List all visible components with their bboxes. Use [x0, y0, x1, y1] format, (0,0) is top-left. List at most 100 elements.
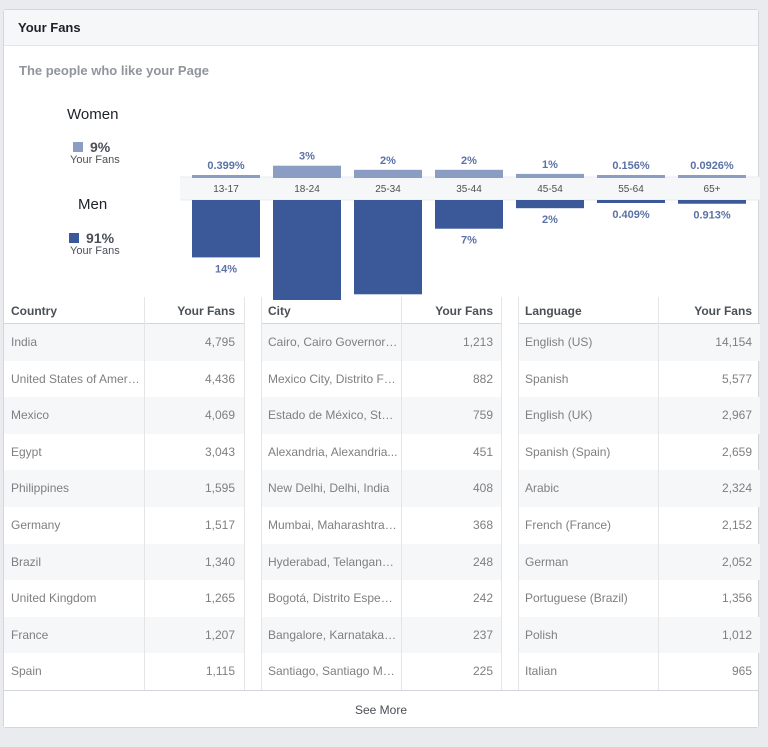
panel-subtitle: The people who like your Page	[19, 63, 209, 78]
age-tick-label-65+: 65+	[704, 184, 721, 195]
your-fans-panel: Your Fans The people who like your Page …	[3, 9, 760, 728]
city-table: Cairo, Cairo Governora... 1,213 Mexico Cit…	[261, 297, 502, 691]
country-fans-cell: 1,595	[204, 481, 235, 496]
women-value-label-45-54: 1%	[542, 159, 558, 171]
men-bar-18-24	[273, 200, 341, 300]
men-value-label-45-54: 2%	[542, 214, 558, 226]
women-bar-35-44	[435, 169, 503, 178]
men-label: Men	[78, 196, 108, 213]
table-row[interactable]: Polish 1,012	[518, 616, 760, 654]
city-name-cell: Mumbai, Maharashtra, ...	[268, 518, 398, 532]
age-tick-label-35-44: 35-44	[456, 184, 482, 195]
city-name-cell: Alexandria, Alexandria...	[268, 444, 398, 459]
city-fans-cell: 451	[472, 444, 493, 459]
language-fans-cell: 965	[731, 664, 752, 679]
table-row[interactable]: Hyderabad, Telangana... 248	[261, 543, 502, 581]
country-fans-cell: 1,207	[204, 627, 235, 642]
column-divider	[401, 297, 402, 691]
women-bar-13-17	[192, 175, 260, 178]
table-row[interactable]: Egypt 3,043	[4, 434, 245, 471]
country-name-cell: Spain	[11, 664, 42, 679]
table-divider	[501, 297, 502, 691]
table-row[interactable]: India 4,795	[4, 324, 245, 361]
women-percent: 9%	[90, 139, 111, 155]
men-bar-35-44	[435, 200, 503, 229]
table-row[interactable]: United Kingdom 1,265	[4, 580, 245, 617]
table-row[interactable]: Mexico 4,069	[4, 397, 245, 434]
table-row[interactable]: Cairo, Cairo Governora... 1,213	[261, 324, 502, 361]
table-row[interactable]: United States of America 4,436	[4, 361, 245, 398]
city-name-cell: Bangalore, Karnataka, ...	[268, 627, 398, 642]
city-column-header[interactable]: City	[268, 304, 291, 318]
city-name-cell: Mexico City, Distrito Fe...	[268, 371, 398, 386]
country-fans-cell: 1,517	[204, 518, 235, 532]
women-sub-label: Your Fans	[70, 154, 120, 166]
table-row[interactable]: Philippines 1,595	[4, 470, 245, 507]
table-row[interactable]: English (US) 14,154	[518, 324, 760, 361]
women-bar-25-34	[354, 169, 422, 178]
table-row[interactable]: Spanish 5,577	[518, 361, 760, 398]
language-fans-column-header[interactable]: Your Fans	[694, 304, 752, 318]
panel-title: Your Fans	[18, 20, 81, 35]
table-row[interactable]: Mexico City, Distrito Fe... 882	[261, 361, 502, 398]
women-value-label-35-44: 2%	[461, 155, 477, 167]
table-row[interactable]: Italian 965	[518, 653, 760, 690]
country-name-cell: Philippines	[11, 481, 70, 496]
table-row[interactable]: Spain 1,115	[4, 653, 245, 690]
country-table-header: Country Your Fans	[4, 297, 245, 324]
women-bar-65+	[678, 175, 746, 178]
country-fans-cell: 4,436	[204, 371, 235, 386]
men-bar-55-64	[597, 200, 665, 203]
city-fans-cell: 759	[472, 408, 493, 423]
city-table-header: City Your Fans	[261, 297, 502, 324]
table-row[interactable]: Portuguese (Brazil) 1,356	[518, 580, 760, 617]
table-row[interactable]: Estado de México, Stat... 759	[261, 397, 502, 434]
table-row[interactable]: French (France) 2,152	[518, 507, 760, 544]
men-value-label-13-17: 14%	[215, 263, 237, 275]
city-name-cell: New Delhi, Delhi, India	[268, 481, 390, 496]
men-bar-25-34	[354, 200, 422, 295]
table-row[interactable]: Arabic 2,324	[518, 470, 760, 507]
table-row[interactable]: German 2,052	[518, 543, 760, 581]
language-column-header[interactable]: Language	[525, 304, 582, 318]
language-name-cell: Polish	[525, 627, 558, 642]
table-row[interactable]: Bogotá, Distrito Especi... 242	[261, 580, 502, 617]
women-swatch	[73, 142, 83, 152]
language-table-header: Language Your Fans	[518, 297, 760, 324]
men-value-label-55-64: 0.409%	[612, 209, 650, 221]
city-fans-column-header[interactable]: Your Fans	[435, 304, 493, 318]
table-row[interactable]: Alexandria, Alexandria... 451	[261, 434, 502, 471]
language-fans-cell: 2,052	[721, 554, 752, 569]
men-sub-label: Your Fans	[70, 245, 120, 257]
country-name-cell: Egypt	[11, 444, 42, 459]
language-fans-cell: 1,356	[721, 591, 752, 606]
table-row[interactable]: English (UK) 2,967	[518, 397, 760, 434]
table-row[interactable]: Santiago, Santiago Me... 225	[261, 653, 502, 690]
language-name-cell: English (UK)	[525, 408, 593, 423]
table-row[interactable]: Germany 1,517	[4, 507, 245, 544]
city-name-cell: Estado de México, Stat...	[268, 408, 398, 423]
language-name-cell: English (US)	[525, 335, 593, 349]
country-fans-cell: 1,115	[205, 664, 235, 679]
table-row[interactable]: Mumbai, Maharashtra, ... 368	[261, 507, 502, 544]
country-fans-column-header[interactable]: Your Fans	[177, 304, 235, 318]
women-value-label-25-34: 2%	[380, 155, 396, 167]
table-row[interactable]: Spanish (Spain) 2,659	[518, 434, 760, 471]
age-tick-label-55-64: 55-64	[618, 184, 644, 195]
city-name-cell: Bogotá, Distrito Especi...	[268, 591, 398, 606]
country-column-header[interactable]: Country	[11, 304, 57, 318]
table-row[interactable]: Bangalore, Karnataka, ... 237	[261, 616, 502, 654]
column-divider	[144, 297, 145, 691]
see-more-button[interactable]: See More	[354, 703, 408, 717]
country-name-cell: United States of America	[11, 371, 141, 386]
city-fans-cell: 1,213	[462, 335, 493, 349]
country-fans-cell: 1,340	[204, 554, 235, 569]
city-fans-cell: 237	[472, 627, 493, 642]
age-tick-label-18-24: 18-24	[294, 184, 320, 195]
table-row[interactable]: New Delhi, Delhi, India 408	[261, 470, 502, 507]
country-name-cell: Germany	[11, 518, 61, 532]
table-row[interactable]: Brazil 1,340	[4, 543, 245, 581]
country-name-cell: Mexico	[11, 408, 50, 423]
city-fans-cell: 248	[472, 554, 493, 569]
table-row[interactable]: France 1,207	[4, 616, 245, 654]
